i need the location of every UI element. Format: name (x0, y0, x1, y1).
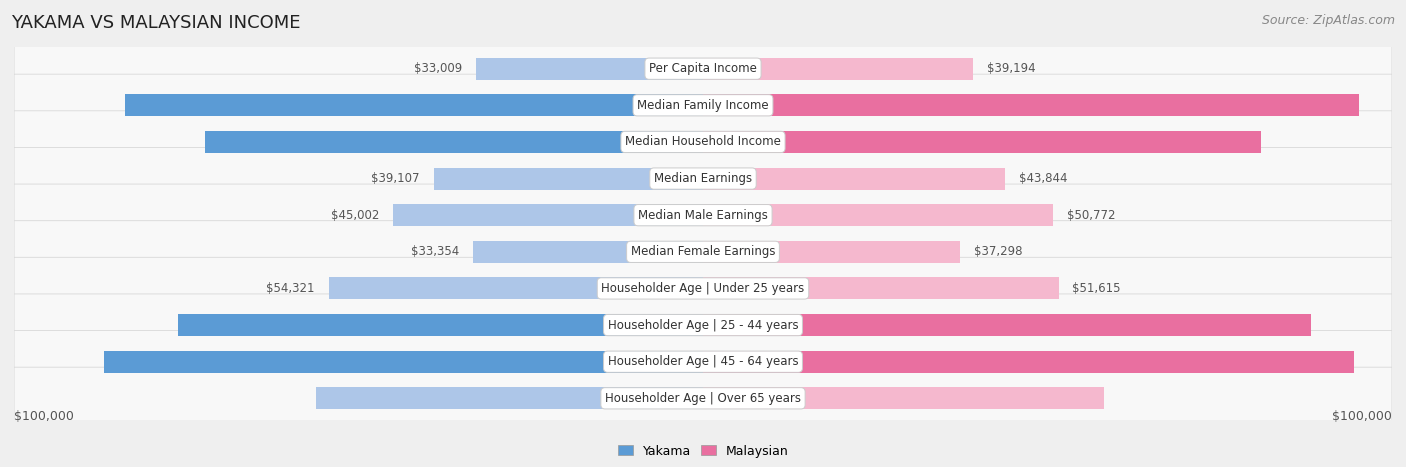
Bar (125, 94, 703, 116)
Text: $100,000: $100,000 (1331, 410, 1392, 423)
Text: $39,194: $39,194 (987, 62, 1035, 75)
Text: Median Earnings: Median Earnings (654, 172, 752, 185)
Bar (703, 131, 1261, 153)
Text: Median Household Income: Median Household Income (626, 135, 780, 149)
FancyBboxPatch shape (14, 294, 1392, 356)
Text: $50,772: $50,772 (1067, 209, 1115, 222)
FancyBboxPatch shape (14, 111, 1392, 173)
Bar (703, 204, 1053, 226)
Text: Median Female Earnings: Median Female Earnings (631, 245, 775, 258)
Text: $81,064: $81,064 (717, 135, 770, 149)
FancyBboxPatch shape (14, 148, 1392, 210)
Text: Householder Age | Under 25 years: Householder Age | Under 25 years (602, 282, 804, 295)
Text: $86,992: $86,992 (636, 355, 689, 368)
Bar (433, 168, 703, 190)
Text: $39,107: $39,107 (371, 172, 420, 185)
Text: Source: ZipAtlas.com: Source: ZipAtlas.com (1261, 14, 1395, 27)
Text: Householder Age | 45 - 64 years: Householder Age | 45 - 64 years (607, 355, 799, 368)
Bar (329, 277, 703, 299)
Bar (104, 351, 703, 373)
Text: $33,354: $33,354 (411, 245, 460, 258)
FancyBboxPatch shape (14, 257, 1392, 319)
Text: $45,002: $45,002 (330, 209, 380, 222)
Text: $51,615: $51,615 (1073, 282, 1121, 295)
Bar (703, 314, 1312, 336)
Bar (392, 204, 703, 226)
Bar (703, 58, 973, 80)
Bar (205, 131, 703, 153)
Text: $72,225: $72,225 (636, 135, 689, 149)
Text: $58,244: $58,244 (717, 392, 770, 405)
Text: $33,009: $33,009 (413, 62, 461, 75)
Text: Householder Age | Over 65 years: Householder Age | Over 65 years (605, 392, 801, 405)
FancyBboxPatch shape (14, 184, 1392, 246)
FancyBboxPatch shape (14, 367, 1392, 430)
Legend: Yakama, Malaysian: Yakama, Malaysian (613, 439, 793, 463)
Text: $56,234: $56,234 (636, 392, 689, 405)
Bar (703, 351, 1354, 373)
FancyBboxPatch shape (14, 74, 1392, 136)
FancyBboxPatch shape (14, 37, 1392, 100)
FancyBboxPatch shape (14, 221, 1392, 283)
Text: Householder Age | 25 - 44 years: Householder Age | 25 - 44 years (607, 318, 799, 332)
Bar (177, 314, 703, 336)
Text: $83,932: $83,932 (636, 99, 689, 112)
Bar (703, 277, 1059, 299)
Bar (315, 387, 703, 409)
Text: $43,844: $43,844 (1019, 172, 1067, 185)
Text: $76,226: $76,226 (636, 318, 689, 332)
Text: $100,000: $100,000 (14, 410, 75, 423)
Text: Per Capita Income: Per Capita Income (650, 62, 756, 75)
Text: $94,517: $94,517 (717, 355, 770, 368)
Bar (703, 168, 1005, 190)
Bar (703, 241, 960, 263)
Text: YAKAMA VS MALAYSIAN INCOME: YAKAMA VS MALAYSIAN INCOME (11, 14, 301, 32)
Bar (474, 241, 703, 263)
Bar (703, 387, 1104, 409)
Text: Median Family Income: Median Family Income (637, 99, 769, 112)
Bar (703, 94, 1360, 116)
FancyBboxPatch shape (14, 331, 1392, 393)
Text: Median Male Earnings: Median Male Earnings (638, 209, 768, 222)
Text: $54,321: $54,321 (267, 282, 315, 295)
Text: $37,298: $37,298 (974, 245, 1022, 258)
Bar (475, 58, 703, 80)
Text: $88,291: $88,291 (717, 318, 770, 332)
Text: $95,230: $95,230 (717, 99, 770, 112)
